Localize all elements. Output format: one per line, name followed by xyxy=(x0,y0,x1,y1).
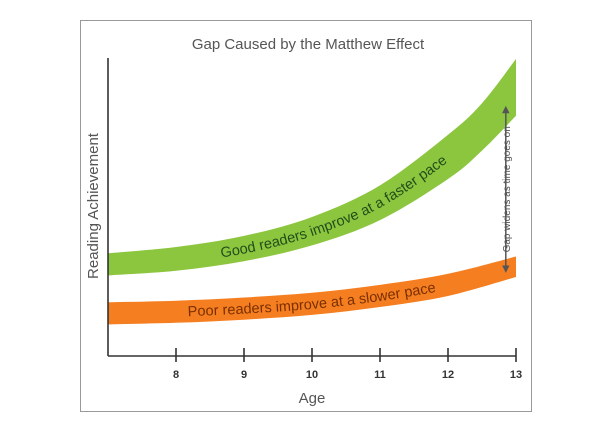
chart-border xyxy=(80,20,532,412)
poor-readers-band xyxy=(108,256,516,325)
good-readers-band xyxy=(108,59,516,276)
x-ticks: 8 9 10 11 12 13 xyxy=(173,348,522,381)
x-tick-label: 12 xyxy=(442,369,454,381)
x-axis-label: Age xyxy=(299,390,326,407)
gap-annotation: Gap widens as time goes on xyxy=(502,126,513,252)
x-tick-label: 9 xyxy=(241,369,247,381)
chart-title: Gap Caused by the Matthew Effect xyxy=(192,36,425,53)
x-tick-label: 8 xyxy=(173,369,179,381)
y-axis-label: Reading Achievement xyxy=(85,132,102,279)
x-tick-label: 13 xyxy=(510,369,522,381)
x-tick-label: 11 xyxy=(374,369,386,381)
x-tick-label: 10 xyxy=(306,369,318,381)
